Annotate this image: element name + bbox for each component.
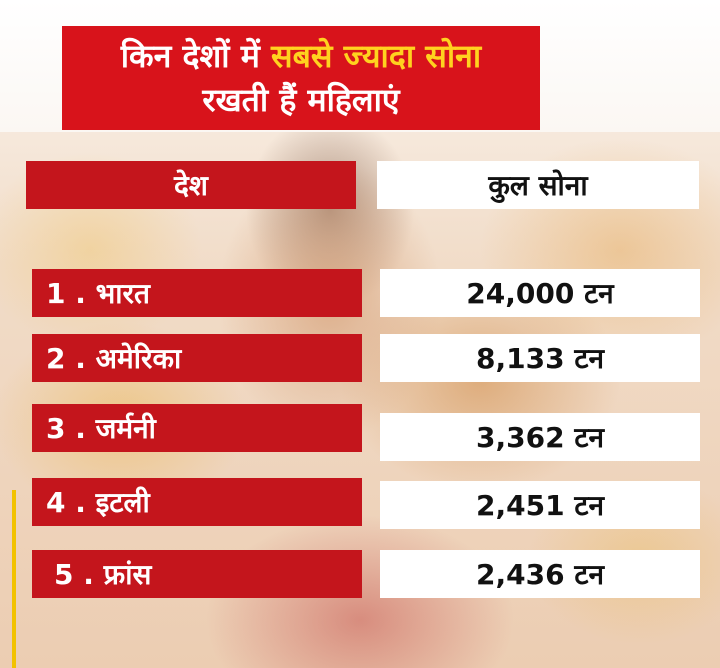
title-text-white: किन देशों में [120, 37, 271, 75]
accent-bar [12, 490, 16, 668]
row-country-1: 1 . भारत [32, 269, 362, 317]
row-gold-5: 2,436 टन [380, 550, 700, 598]
row-country-5: 5 . फ्रांस [32, 550, 362, 598]
row-country-4: 4 . इटली [32, 478, 362, 526]
title-line-2: रखती हैं महिलाएं [202, 81, 400, 119]
row-gold-3: 3,362 टन [380, 413, 700, 461]
row-country-2: 2 . अमेरिका [32, 334, 362, 382]
row-gold-1: 24,000 टन [380, 269, 700, 317]
row-country-3: 3 . जर्मनी [32, 404, 362, 452]
header-country: देश [26, 161, 356, 209]
title-banner: किन देशों में सबसे ज्यादा सोना रखती हैं … [62, 26, 540, 130]
row-gold-4: 2,451 टन [380, 481, 700, 529]
title-line-1: किन देशों में सबसे ज्यादा सोना [121, 34, 481, 78]
title-text-highlight: सबसे ज्यादा सोना [271, 37, 482, 75]
row-gold-2: 8,133 टन [380, 334, 700, 382]
header-total-gold: कुल सोना [377, 161, 699, 209]
